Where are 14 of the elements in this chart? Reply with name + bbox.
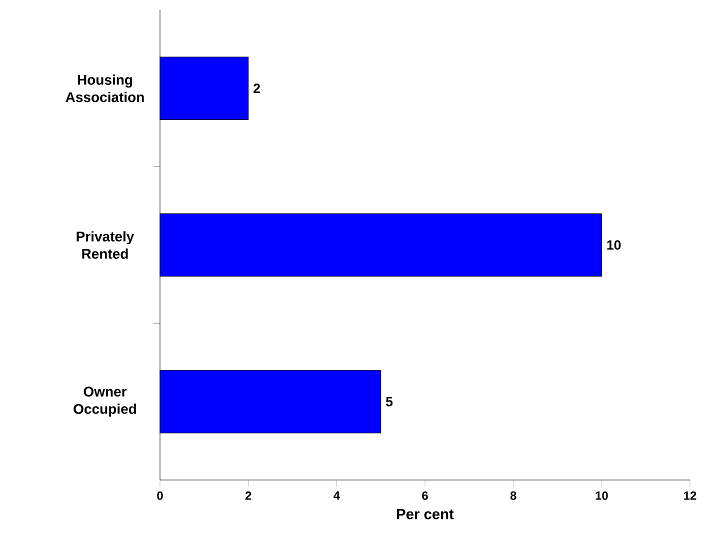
data-label: 5 [386,397,393,406]
x-tick-label: 4 [334,491,340,500]
x-tick-label: 6 [422,491,428,500]
x-tick-label: 8 [510,491,516,500]
x-tick-label: 2 [245,491,252,500]
x-axis-title: Per cent [397,509,454,520]
y-tick-label: Owner Occupied [74,386,136,417]
y-tick-label: Housing Association [66,74,144,102]
x-tick-label: 10 [596,491,608,500]
data-label: 2 [254,84,260,93]
x-tick-label: 12 [684,491,696,500]
x-tick-label: 0 [157,491,163,500]
y-tick-label: Privately Rented [76,231,134,259]
data-label: 10 [607,240,621,250]
